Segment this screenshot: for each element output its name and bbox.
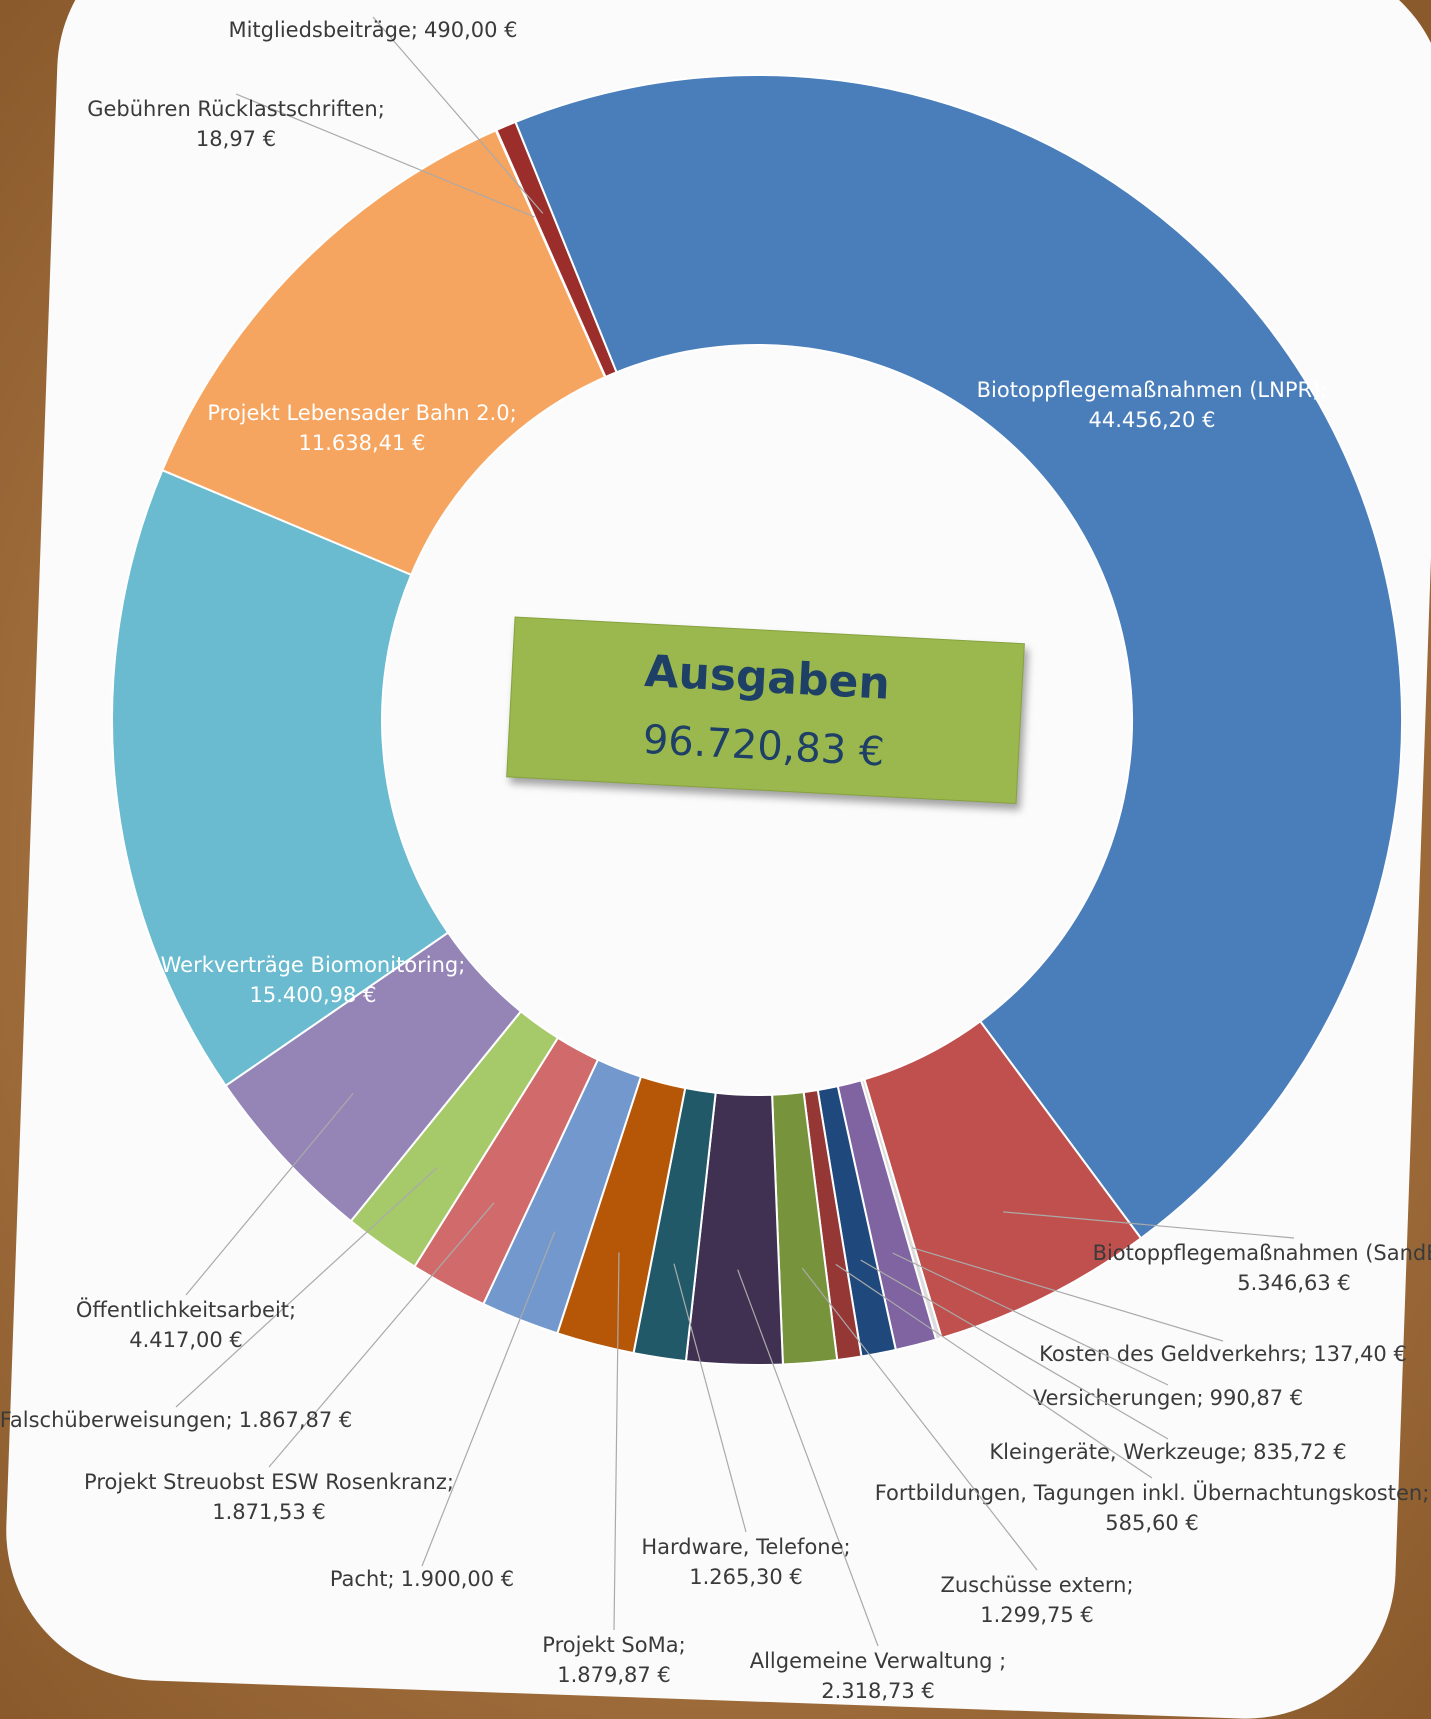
slice-label: Kleingeräte, Werkzeuge;835,72 € <box>989 1440 1346 1464</box>
value-label: 1.299,75 € <box>980 1603 1094 1627</box>
category-text: Versicherungen; <box>1033 1386 1204 1410</box>
value-label: 5.346,63 € <box>1237 1271 1351 1295</box>
slice-label: Biotoppflegemaßnahmen (LNPR); <box>977 378 1328 402</box>
page: Biotoppflegemaßnahmen (LNPR); 44.456,20 €… <box>0 0 1431 1719</box>
center-tag: Ausgaben 96.720,83 € <box>507 617 1025 803</box>
category-text: Pacht; <box>330 1567 395 1591</box>
value-label: 15.400,98 € <box>250 983 377 1007</box>
slice-label: Hardware, Telefone; <box>641 1535 850 1559</box>
value-label: 490,00 € <box>424 18 518 42</box>
value-label: 1.871,53 € <box>212 1500 326 1524</box>
value-label: 835,72 € <box>1253 1440 1347 1464</box>
value-label: 990,87 € <box>1210 1386 1304 1410</box>
category-text: Falschüberweisungen; <box>0 1408 233 1432</box>
value-label: 18,97 € <box>196 127 276 151</box>
slice-label: Öffentlichkeitsarbeit; <box>76 1297 296 1322</box>
slice-label: Projekt Streuobst ESW Rosenkranz; <box>84 1470 454 1494</box>
slice-label: Allgemeine Verwaltung ; <box>750 1649 1007 1673</box>
slice-label: Pacht;1.900,00 € <box>330 1567 514 1591</box>
value-label: 1.265,30 € <box>689 1565 803 1589</box>
category-text: Mitgliedsbeiträge; <box>228 18 418 42</box>
tape <box>507 617 1025 803</box>
slice-label: Kosten des Geldverkehrs;137,40 € <box>1039 1342 1407 1366</box>
slice-label: Mitgliedsbeiträge;490,00 € <box>228 18 517 42</box>
value-label: 2.318,73 € <box>821 1679 935 1703</box>
slice-label: Fortbildungen, Tagungen inkl. Übernachtu… <box>875 1480 1430 1505</box>
slice-label: Falschüberweisungen;1.867,87 € <box>0 1408 352 1432</box>
value-label: 137,40 € <box>1313 1342 1407 1366</box>
category-text: Kleingeräte, Werkzeuge; <box>989 1440 1247 1464</box>
slice-label: Zuschüsse extern; <box>940 1573 1133 1597</box>
category-text: Kosten des Geldverkehrs; <box>1039 1342 1307 1366</box>
slice-label: Projekt SoMa; <box>542 1633 685 1657</box>
value-label: 1.900,00 € <box>401 1567 515 1591</box>
slice-label: Biotoppflegemaßnahmen (SandBand); <box>1093 1241 1431 1265</box>
slice-label: Werkverträge Biomonitoring; <box>161 953 466 977</box>
slice-label: Projekt Lebensader Bahn 2.0; <box>207 401 516 425</box>
value-label: 11.638,41 € <box>299 431 426 455</box>
slice-label: Gebühren Rücklastschriften; <box>87 97 385 121</box>
value-label: 1.867,87 € <box>239 1408 353 1432</box>
value-label: 4.417,00 € <box>129 1328 243 1352</box>
value-label: 585,60 € <box>1105 1511 1199 1535</box>
value-label: 44.456,20 € <box>1089 408 1216 432</box>
value-label: 1.879,87 € <box>557 1663 671 1687</box>
slice-label: Versicherungen;990,87 € <box>1033 1386 1303 1410</box>
chart: Biotoppflegemaßnahmen (LNPR); 44.456,20 €… <box>0 0 1431 1719</box>
